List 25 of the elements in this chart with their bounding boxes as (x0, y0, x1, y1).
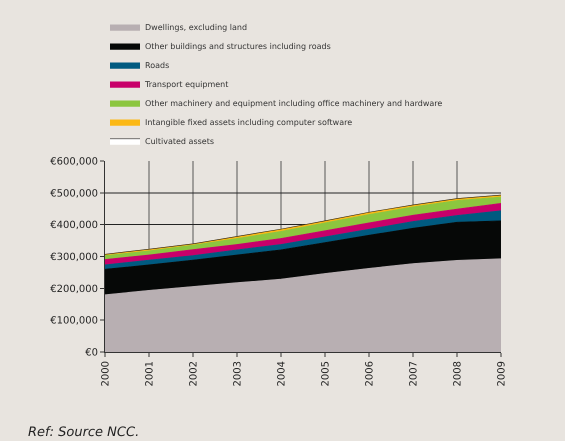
x-tick-label: 2004 (276, 361, 288, 386)
legend-label: Dwellings, excluding land (145, 22, 248, 32)
x-tick-label: 2001 (144, 361, 156, 386)
legend-label: Cultivated assets (145, 136, 214, 146)
y-tick-label: €200,000 (50, 284, 98, 295)
y-tick-label: €100,000 (50, 316, 98, 327)
legend-label: Transport equipment (144, 80, 228, 89)
x-tick-label: 2000 (100, 361, 112, 386)
x-tick-label: 2003 (232, 361, 244, 386)
legend-label: Other buildings and structures including roads (145, 42, 331, 51)
x-tick-label: 2006 (364, 361, 376, 386)
y-tick-label: €300,000 (50, 252, 98, 263)
y-tick-label: €0 (85, 348, 98, 358)
legend-label: Intangible fixed assets including computer software (145, 118, 352, 127)
x-tick-label: 2007 (408, 361, 420, 386)
legend-label: Other machinery and equipment including office machinery and hardware (145, 98, 442, 108)
x-tick-label: 2002 (188, 361, 200, 386)
x-tick-label: 2008 (452, 361, 464, 386)
y-tick-label: €400,000 (50, 220, 98, 232)
y-tick-label: €500,000 (50, 188, 98, 200)
x-tick-label: 2009 (496, 361, 508, 386)
y-tick-label: €600,000 (50, 156, 98, 168)
x-tick-label: 2005 (320, 361, 332, 386)
text: Ref: Source NCC. (28, 425, 140, 440)
legend-label: Roads (145, 60, 170, 70)
